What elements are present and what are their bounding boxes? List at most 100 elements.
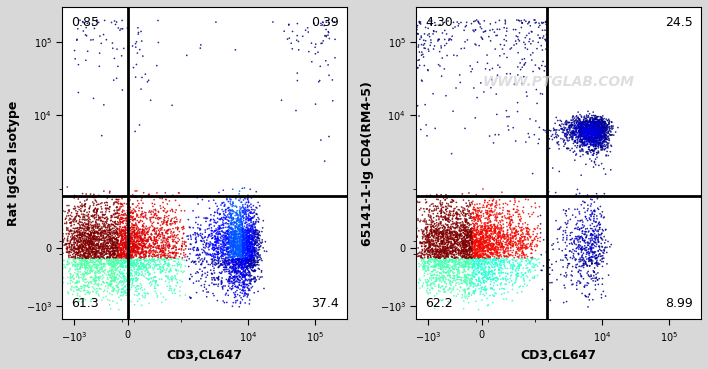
Point <box>118 239 130 245</box>
Point <box>588 125 600 131</box>
Point <box>442 227 454 233</box>
Point <box>442 253 454 259</box>
Point <box>96 231 108 237</box>
Point <box>236 221 248 227</box>
Point <box>426 231 438 237</box>
Point <box>71 255 82 261</box>
Point <box>166 232 178 238</box>
Point <box>164 277 176 283</box>
Point <box>111 254 122 259</box>
Point <box>231 218 242 224</box>
Point <box>85 269 96 275</box>
Point <box>217 187 229 193</box>
Point <box>576 139 587 145</box>
Point <box>465 245 476 251</box>
Point <box>493 239 504 245</box>
Point <box>71 229 82 235</box>
Point <box>525 255 537 261</box>
Point <box>467 247 479 253</box>
Point <box>581 129 592 135</box>
Point <box>111 235 122 241</box>
Point <box>248 221 259 227</box>
Point <box>469 238 481 244</box>
Point <box>584 216 595 222</box>
Point <box>544 265 556 270</box>
Point <box>585 124 596 130</box>
Point <box>113 253 125 259</box>
Point <box>413 42 424 48</box>
Point <box>442 262 454 268</box>
Point <box>420 237 431 242</box>
Point <box>229 292 241 297</box>
Point <box>590 127 602 132</box>
Point <box>229 236 241 242</box>
Point <box>229 243 241 249</box>
Point <box>422 234 433 240</box>
Point <box>421 247 432 253</box>
Point <box>603 142 614 148</box>
Point <box>516 234 527 239</box>
Point <box>127 249 138 255</box>
Point <box>118 281 130 287</box>
Point <box>578 259 590 265</box>
Point <box>228 216 239 222</box>
Point <box>460 230 472 236</box>
Point <box>501 231 513 237</box>
Point <box>427 223 438 229</box>
Point <box>230 247 241 253</box>
Point <box>200 215 212 221</box>
Point <box>86 253 97 259</box>
Point <box>133 265 144 270</box>
Point <box>73 231 84 237</box>
Point <box>226 272 237 278</box>
Point <box>105 282 116 287</box>
Point <box>459 227 470 233</box>
Point <box>513 245 524 251</box>
Point <box>170 250 181 256</box>
Y-axis label: Rat IgG2a Isotype: Rat IgG2a Isotype <box>7 100 20 226</box>
Point <box>218 230 229 235</box>
Point <box>108 259 120 265</box>
Point <box>118 245 130 251</box>
Point <box>120 265 132 270</box>
Point <box>68 299 79 305</box>
Point <box>158 262 169 268</box>
Point <box>584 111 595 117</box>
Point <box>104 282 115 288</box>
Point <box>418 42 429 48</box>
Point <box>81 247 92 253</box>
Point <box>217 239 228 245</box>
Point <box>570 139 581 145</box>
Point <box>588 140 599 146</box>
Point <box>566 117 577 123</box>
Point <box>479 272 491 278</box>
Point <box>491 217 502 223</box>
Point <box>440 240 451 246</box>
Point <box>154 243 165 249</box>
Point <box>583 135 594 141</box>
Point <box>466 255 477 261</box>
Point <box>236 252 248 258</box>
Point <box>219 243 230 249</box>
Point <box>580 121 591 127</box>
Point <box>169 220 181 225</box>
Point <box>224 207 236 213</box>
Point <box>86 223 98 228</box>
Point <box>123 246 135 252</box>
Point <box>225 241 236 246</box>
Point <box>603 120 615 125</box>
Point <box>118 246 129 252</box>
Point <box>447 257 458 263</box>
Point <box>92 261 103 267</box>
Point <box>125 258 136 263</box>
Point <box>445 199 457 205</box>
Point <box>435 253 446 259</box>
Point <box>493 266 505 272</box>
Point <box>236 261 248 267</box>
Point <box>461 238 472 244</box>
Point <box>429 262 440 268</box>
Point <box>230 243 241 249</box>
Point <box>577 246 588 252</box>
Point <box>455 243 467 249</box>
Point <box>219 215 231 221</box>
